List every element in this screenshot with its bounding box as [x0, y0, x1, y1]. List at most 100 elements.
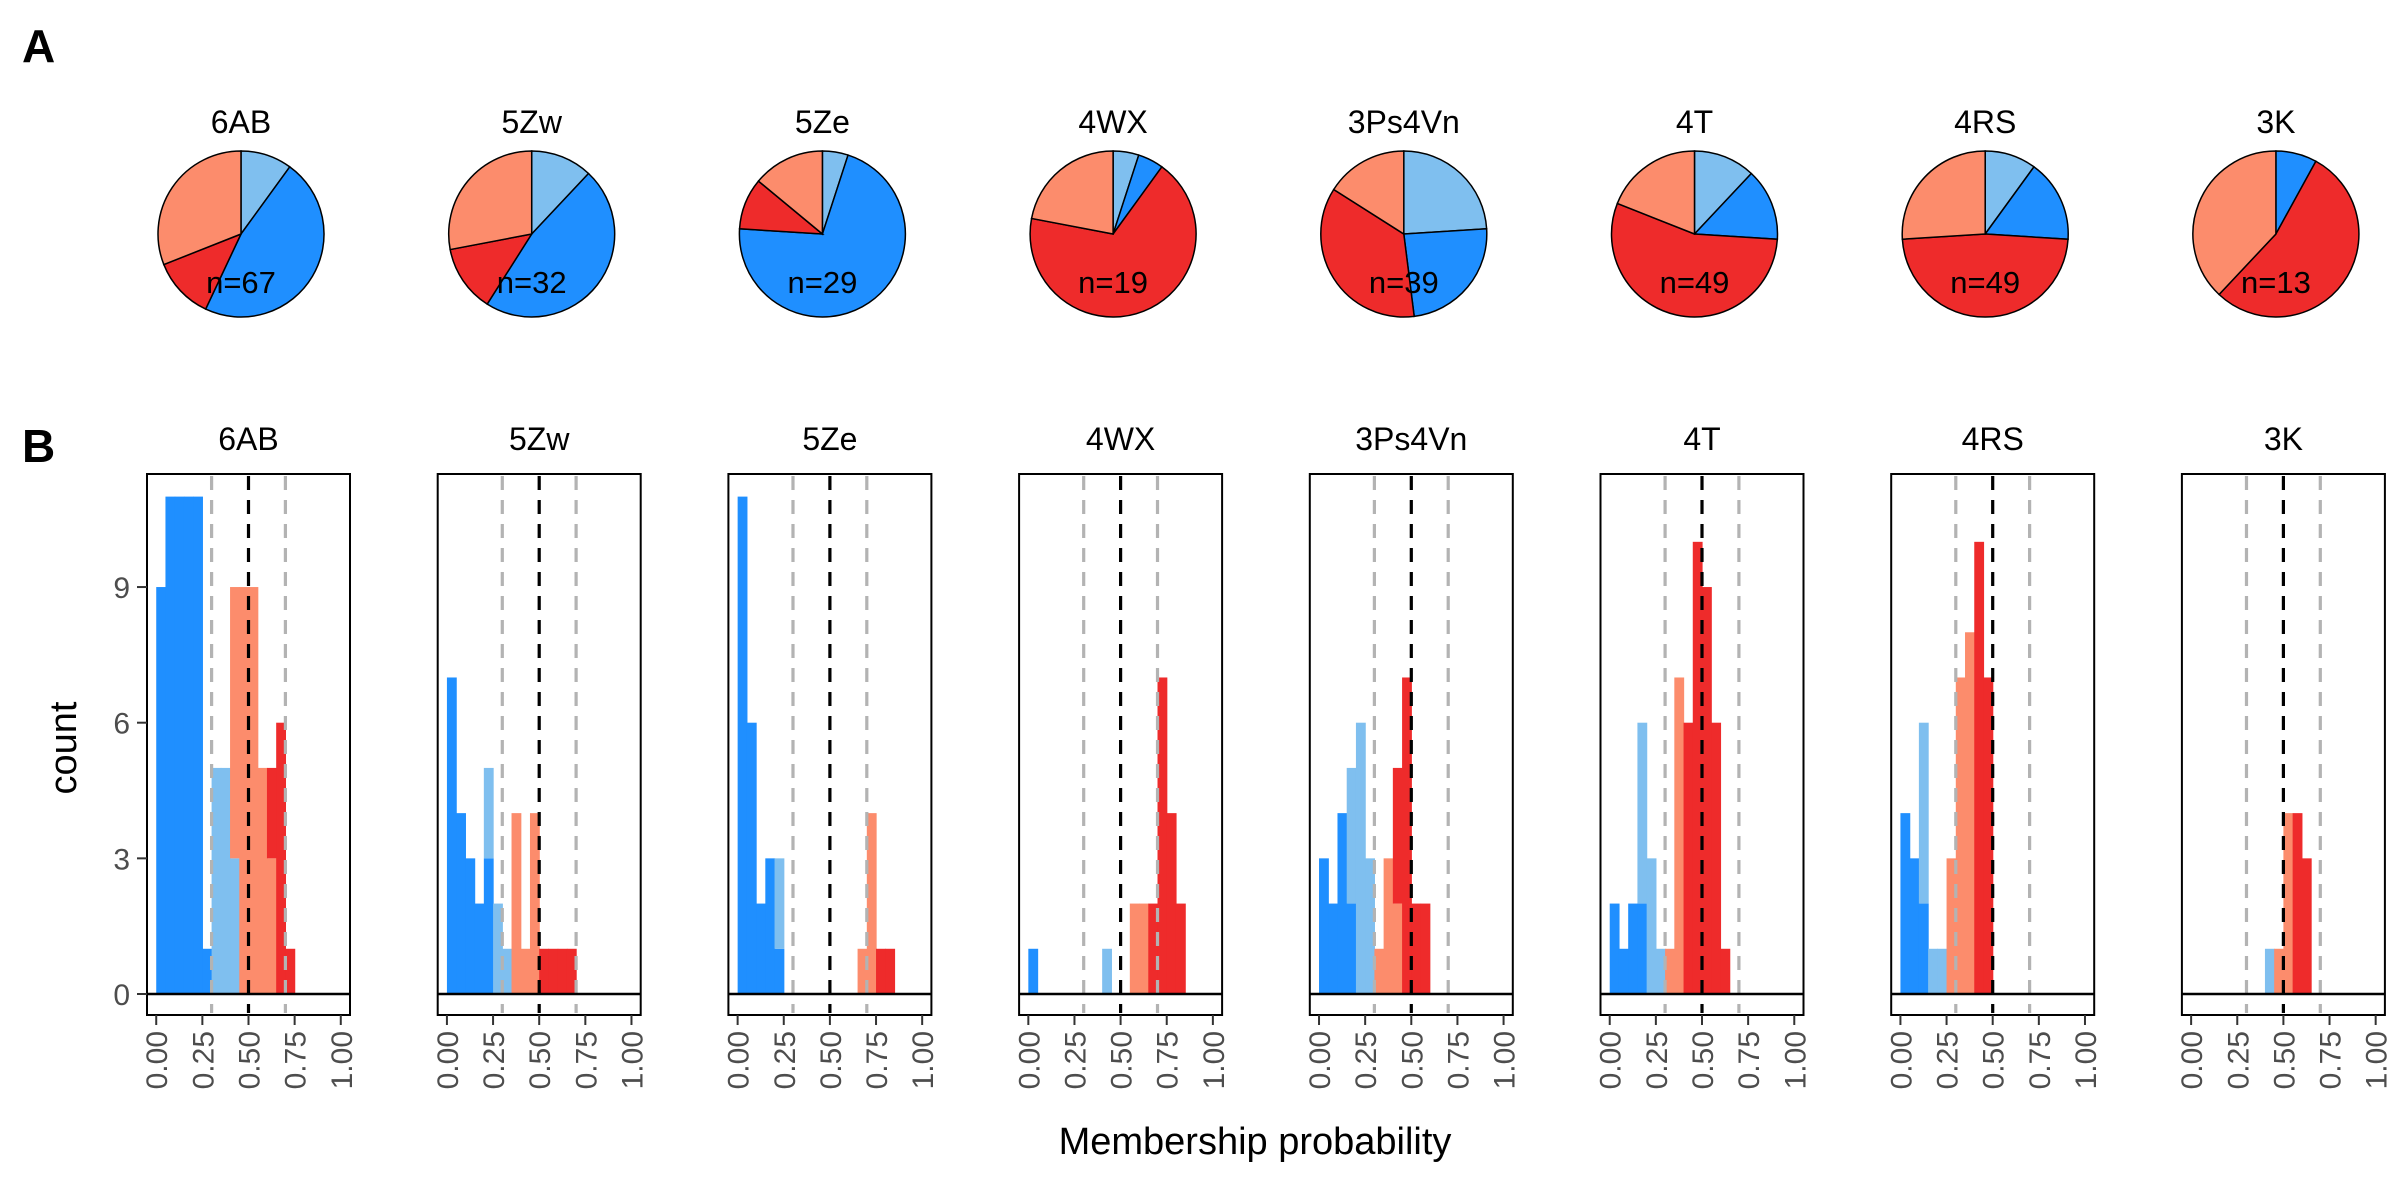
histogram-bar-dark_blue	[1346, 903, 1357, 994]
histogram-bar-red	[1157, 677, 1168, 994]
histogram-bar-salmon	[1674, 677, 1685, 994]
pie-slice-salmon	[1616, 150, 1696, 236]
x-tick-label: 0.50	[1106, 1031, 1139, 1089]
pie-slice-red	[1320, 188, 1416, 318]
histogram-bar-salmon	[1383, 858, 1394, 994]
histogram-bar-dark_blue	[483, 858, 494, 994]
histogram-4WX: 4WX 0.00 0.25 0.50 0.75 1.00	[1013, 421, 1231, 1089]
histogram-bar-light_blue	[2264, 948, 2275, 994]
histogram-6AB: 6AB 0.00 0.25 0.50 0.75 1.00 0 3 6 9	[113, 421, 358, 1089]
histogram-bar-red	[885, 948, 896, 994]
pie-title: 4T	[1676, 104, 1713, 140]
histogram-bar-red	[1711, 722, 1722, 994]
pie-count-label: n=39	[1369, 265, 1439, 300]
pie-chart-5Zw: 5Zw n=32	[447, 104, 616, 318]
histogram-bar-red	[1175, 903, 1186, 994]
histogram-bar-red	[539, 948, 550, 994]
x-tick-label: 0.00	[141, 1031, 174, 1089]
histogram-bar-dark_blue	[746, 722, 757, 994]
x-tick-label: 0.25	[1059, 1031, 1092, 1089]
pie-slice-red	[1029, 165, 1197, 318]
x-tick-label: 0.25	[478, 1031, 511, 1089]
histogram-bar-dark_blue	[474, 903, 485, 994]
x-tick-label: 1.00	[2361, 1031, 2394, 1089]
histogram-title: 4WX	[1086, 421, 1155, 457]
histogram-bar-salmon	[1965, 632, 1975, 994]
pie-slice-light_blue	[1403, 150, 1488, 235]
histogram-bar-light_blue	[483, 767, 494, 859]
histogram-bar-salmon	[1139, 903, 1149, 994]
histogram-bar-salmon	[2274, 948, 2284, 994]
pie-chart-3Ps4Vn: 3Ps4Vn n=39	[1320, 104, 1488, 318]
x-tick-label: 1.00	[1779, 1031, 1812, 1089]
histogram-bar-salmon	[2283, 813, 2294, 994]
x-tick-label: 0.75	[1442, 1031, 1475, 1089]
y-tick-label: 6	[113, 708, 130, 741]
pie-title: 5Zw	[501, 104, 562, 140]
histogram-bar-dark_blue	[456, 813, 466, 994]
histogram-bar-dark_blue	[1618, 948, 1629, 994]
histogram-bar-red	[1402, 677, 1412, 994]
pie-slice-red	[162, 232, 243, 311]
histogram-bar-dark_blue	[765, 858, 776, 994]
x-tick-label: 0.00	[1304, 1031, 1337, 1089]
pie-slice-salmon	[1901, 150, 1986, 241]
histogram-bar-salmon	[1946, 858, 1957, 994]
histogram-bar-light_blue	[1102, 948, 1112, 994]
histogram-bar-red	[2292, 813, 2303, 994]
x-tick-label: 0.50	[1396, 1031, 1429, 1089]
histogram-bar-salmon	[529, 813, 540, 994]
histogram-bar-salmon	[230, 587, 240, 859]
x-tick-label: 0.50	[524, 1031, 557, 1089]
pie-chart-4T: 4T n=49	[1610, 104, 1779, 318]
x-tick-label: 0.00	[1013, 1031, 1046, 1089]
histogram-bar-dark_blue	[1609, 903, 1620, 994]
histogram-title: 3K	[2264, 421, 2303, 457]
pie-slice-salmon	[1332, 150, 1405, 236]
pie-slice-salmon	[2192, 150, 2277, 296]
x-tick-label: 1.00	[1489, 1031, 1522, 1089]
pie-title: 6AB	[211, 104, 271, 140]
histogram-bar-salmon	[857, 948, 868, 994]
x-tick-label: 1.00	[2070, 1031, 2103, 1089]
x-tick-label: 0.75	[1152, 1031, 1185, 1089]
histogram-title: 5Ze	[802, 421, 857, 457]
histogram-bar-dark_blue	[1900, 813, 1911, 994]
pie-title: 3K	[2256, 104, 2295, 140]
x-tick-label: 0.75	[570, 1031, 603, 1089]
histogram-bar-red	[557, 948, 568, 994]
x-tick-label: 0.00	[2176, 1031, 2209, 1089]
histogram-bar-light_blue	[1918, 722, 1929, 904]
histogram-bar-salmon	[866, 813, 877, 994]
histogram-bar-light_blue	[1655, 948, 1666, 994]
pie-slice-dark_blue	[486, 172, 616, 318]
pie-slice-red	[1901, 233, 2069, 318]
histogram-bar-dark_blue	[1909, 858, 1920, 994]
histogram-bar-light_blue	[493, 903, 503, 994]
x-axis-title: Membership probability	[1059, 1121, 1452, 1163]
histogram-bar-red	[276, 722, 287, 994]
pie-count-label: n=13	[2241, 265, 2311, 300]
pie-chart-5Ze: 5Ze n=29	[738, 104, 907, 318]
x-tick-label: 0.50	[1687, 1031, 1720, 1089]
histogram-bar-dark_blue	[1028, 948, 1039, 994]
panel-a-label: A	[22, 20, 55, 72]
histogram-bar-light_blue	[230, 858, 240, 994]
histogram-bar-red	[1983, 677, 1994, 994]
histogram-5Ze: 5Ze 0.00 0.25 0.50 0.75 1.00	[723, 421, 941, 1089]
pie-slice-salmon	[447, 150, 533, 251]
pie-chart-6AB: 6AB n=67	[157, 104, 325, 318]
histogram-bar-light_blue	[211, 767, 222, 994]
x-tick-label: 0.75	[861, 1031, 894, 1089]
pie-slice-dark_blue	[204, 165, 325, 318]
histogram-bar-dark_blue	[165, 496, 176, 994]
histogram-bar-dark_blue	[183, 496, 194, 994]
histogram-bar-red	[1683, 722, 1694, 994]
x-tick-label: 0.75	[280, 1031, 313, 1089]
pie-title: 3Ps4Vn	[1348, 104, 1460, 140]
pie-slice-dark_blue	[1402, 227, 1488, 318]
pie-slice-red	[449, 232, 534, 306]
pie-slice-red	[2218, 160, 2360, 318]
histogram-bar-salmon	[248, 587, 259, 994]
